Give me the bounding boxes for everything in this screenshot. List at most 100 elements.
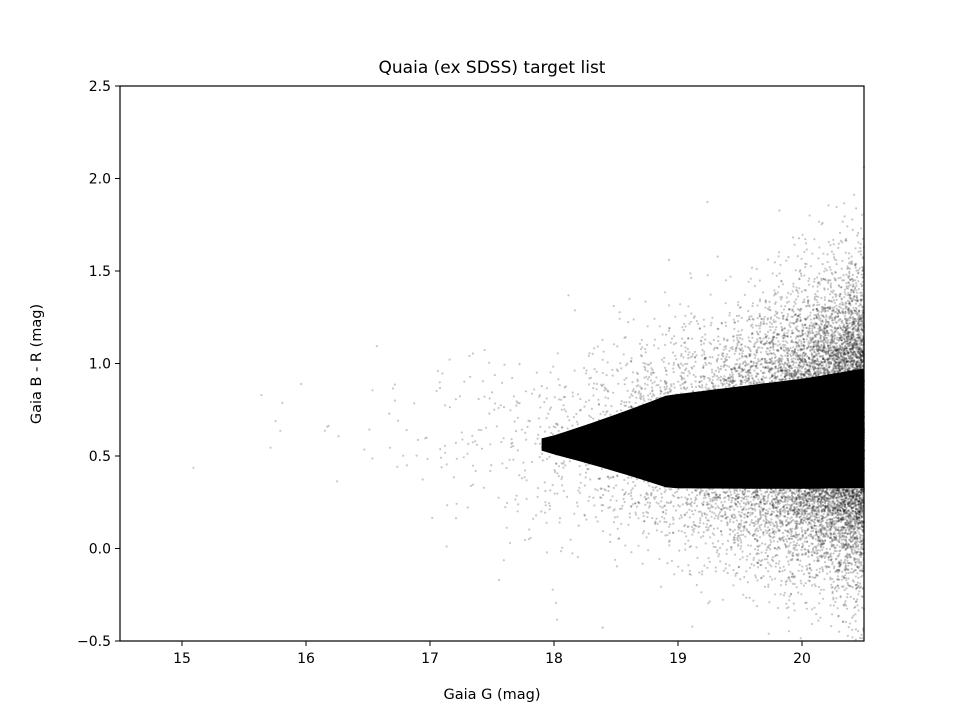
scatter-point [846, 225, 849, 228]
scatter-point [819, 319, 822, 322]
scatter-point [627, 476, 630, 479]
scatter-point [766, 317, 770, 320]
scatter-point [593, 504, 596, 507]
scatter-point [850, 288, 853, 291]
scatter-point [611, 368, 614, 371]
scatter-point [858, 324, 861, 327]
scatter-point [829, 244, 832, 247]
scatter-point [860, 360, 863, 363]
scatter-point [851, 344, 854, 347]
scatter-point [729, 347, 732, 350]
scatter-point [501, 381, 504, 384]
scatter-point [741, 556, 744, 559]
scatter-point [857, 526, 860, 530]
scatter-point [745, 570, 748, 573]
scatter-point [774, 292, 777, 295]
scatter-point [642, 511, 645, 514]
scatter-point [637, 392, 640, 395]
scatter-point [710, 504, 713, 507]
scatter-point [810, 499, 813, 502]
scatter-point [674, 354, 677, 357]
scatter-point [720, 321, 723, 325]
scatter-point [767, 337, 770, 340]
scatter-point [744, 375, 747, 378]
scatter-point [795, 553, 798, 556]
scatter-point [750, 266, 754, 269]
scatter-point [799, 637, 802, 640]
scatter-point [814, 335, 818, 338]
scatter-point [790, 372, 793, 375]
scatter-point [795, 498, 799, 501]
scatter-point [754, 576, 758, 579]
scatter-point [818, 571, 821, 574]
scatter-point [746, 500, 749, 503]
scatter-point [371, 457, 374, 460]
scatter-point [848, 501, 851, 504]
scatter-point [855, 552, 858, 555]
scatter-point [768, 306, 771, 309]
scatter-point [545, 521, 548, 524]
scatter-point [846, 368, 849, 371]
scatter-point [795, 502, 798, 505]
scatter-point [800, 373, 803, 376]
scatter-point [699, 386, 702, 389]
scatter-point [844, 620, 848, 624]
scatter-point [600, 468, 604, 471]
scatter-point [855, 354, 858, 357]
scatter-point [695, 546, 698, 549]
scatter-point [842, 503, 845, 506]
scatter-point [805, 326, 808, 329]
scatter-point [725, 382, 729, 385]
scatter-point [853, 528, 856, 531]
scatter-point [847, 359, 851, 362]
scatter-point [623, 336, 626, 339]
scatter-point [747, 501, 750, 505]
scatter-point [509, 409, 512, 412]
scatter-point [852, 500, 856, 503]
scatter-point [741, 349, 745, 353]
scatter-point [813, 498, 816, 501]
scatter-point [824, 490, 827, 493]
scatter-point [667, 362, 671, 365]
scatter-point [817, 537, 820, 541]
scatter-point [769, 523, 772, 526]
scatter-point [853, 344, 856, 347]
scatter-point [445, 545, 448, 548]
scatter-point [784, 520, 787, 523]
scatter-point [735, 346, 738, 349]
scatter-point [835, 321, 839, 324]
scatter-point [837, 512, 840, 515]
scatter-point [793, 373, 796, 376]
scatter-point [578, 486, 581, 489]
scatter-point [784, 374, 788, 377]
scatter-point [793, 575, 796, 578]
scatter-point [812, 515, 815, 518]
scatter-point [789, 541, 792, 545]
scatter-point [653, 522, 657, 526]
scatter-point [784, 583, 788, 586]
scatter-point [803, 548, 806, 551]
scatter-point [826, 261, 829, 264]
scatter-point [831, 613, 834, 616]
scatter-point [845, 571, 848, 575]
scatter-point [856, 522, 859, 526]
scatter-point [861, 570, 864, 573]
scatter-point [777, 528, 780, 531]
scatter-point [815, 506, 819, 509]
scatter-point [834, 362, 837, 365]
scatter-point [660, 390, 663, 393]
scatter-point [815, 489, 818, 492]
scatter-point [671, 494, 674, 497]
scatter-point [855, 344, 858, 347]
scatter-point [759, 330, 762, 333]
scatter-point [823, 578, 826, 581]
chart-title: Quaia (ex SDSS) target list [379, 58, 606, 78]
scatter-point [772, 504, 775, 508]
scatter-point [730, 548, 733, 551]
scatter-point [820, 498, 823, 501]
scatter-point [843, 339, 847, 342]
scatter-point [836, 488, 839, 491]
scatter-point [821, 490, 824, 494]
scatter-point [774, 491, 778, 494]
scatter-point [713, 374, 716, 377]
